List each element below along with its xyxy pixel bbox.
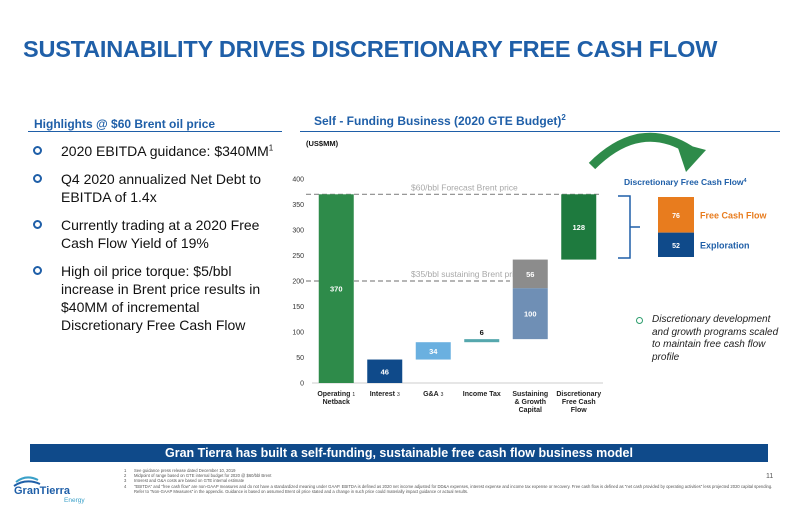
waterfall-bar <box>561 194 597 260</box>
breakdown-title-sup: 4 <box>744 178 748 184</box>
footnote-text: Midpoint of range based on GTE internal … <box>134 473 272 479</box>
category-label: G&A 3 <box>423 391 444 398</box>
breakdown-series-label: Exploration <box>700 240 750 250</box>
curved-arrow-icon <box>588 132 693 170</box>
highlight-item: High oil price torque: $5/bbl increase i… <box>33 262 278 334</box>
breakdown-title: Discretionary Free Cash Flow4 <box>624 177 748 187</box>
footnote-text: See guidance press release dated Decembe… <box>134 468 236 473</box>
reference-line-label: $60/bbl Forecast Brent price <box>411 182 518 192</box>
breakdown-segment <box>658 232 694 257</box>
waterfall-bar <box>464 339 500 343</box>
slide-title: SUSTAINABILITY DRIVES DISCRETIONARY FREE… <box>23 36 718 62</box>
highlight-item: Q4 2020 annualized Net Debt to EBITDA of… <box>33 170 278 206</box>
y-tick-label: 400 <box>292 177 304 184</box>
highlight-sup: 1 <box>268 143 274 153</box>
footnote-number: 3 <box>124 478 127 484</box>
waterfall-bar <box>318 194 354 383</box>
category-label: Discretionary <box>556 391 601 398</box>
highlight-text: Q4 2020 annualized Net Debt to EBITDA of… <box>61 171 262 205</box>
summary-banner: Gran Tierra has built a self-funding, su… <box>30 444 768 462</box>
discretionary-note: Discretionary development and growth pro… <box>636 314 786 364</box>
category-label: Income Tax <box>463 391 501 398</box>
category-label: Flow <box>571 407 587 414</box>
footnote: 2 Midpoint of range based on GTE internal… <box>124 473 774 478</box>
y-tick-label: 350 <box>292 202 304 209</box>
highlight-item: Currently trading at a 2020 Free Cash Fl… <box>33 216 278 252</box>
footnote-text: Interest and G&A costs are based on GTE … <box>134 478 245 484</box>
arrow-head-icon <box>676 142 706 172</box>
breakdown-series-label: Free Cash Flow <box>700 210 768 220</box>
y-tick-label: 0 <box>300 381 304 388</box>
breakdown-bracket <box>618 195 640 259</box>
y-tick-label: 300 <box>292 228 304 235</box>
bullet-circle-icon <box>33 146 42 155</box>
breakdown-segment <box>658 197 694 233</box>
category-label: Netback <box>323 399 350 406</box>
category-label: Free Cash <box>562 399 596 406</box>
bar-value-label: 56 <box>526 270 534 279</box>
bar-value-label: 34 <box>429 347 438 356</box>
reference-line-label: $35/bbl sustaining Brent price <box>411 269 523 279</box>
waterfall-chart: (US$MM) 0 50 100 150 200 250 300 350 400 $60/bbl F… <box>292 132 768 414</box>
footnote: 4 "EBITDA" and "free cash flow" are non-G… <box>124 484 774 494</box>
logo-name: GranTierra <box>14 485 71 497</box>
logo-sub: Energy <box>64 497 85 504</box>
chart-heading-text: Self - Funding Business (2020 GTE Budget… <box>314 114 562 128</box>
logo-mark-icon <box>13 476 41 487</box>
bar-value-label: 100 <box>524 310 537 319</box>
bar-value-label: 370 <box>330 285 343 294</box>
waterfall-bar <box>512 288 548 340</box>
category-label: & Growth <box>515 399 547 406</box>
highlight-text: High oil price torque: $5/bbl increase i… <box>61 263 261 333</box>
footnote: 3 Interest and G&A costs are based on GTE… <box>124 478 774 483</box>
category-label: Operating 1 <box>317 391 355 398</box>
y-tick-label: 200 <box>292 279 304 286</box>
footnote: 1 See guidance press release dated Decemb… <box>124 468 774 473</box>
category-label-sup: 1 <box>352 392 355 398</box>
bullet-circle-icon <box>33 174 42 183</box>
y-tick-label: 250 <box>292 253 304 260</box>
waterfall-bar <box>512 259 548 289</box>
chart-heading: Self - Funding Business (2020 GTE Budget… <box>314 113 566 129</box>
chart-heading-divider <box>300 131 780 132</box>
category-label: Sustaining <box>512 391 548 398</box>
highlights-heading: Highlights @ $60 Brent oil price <box>34 117 216 131</box>
bar-value-label: 128 <box>572 223 585 232</box>
category-label-sup: 3 <box>397 392 400 398</box>
unit-label: (US$MM) <box>306 139 339 148</box>
category-label: Interest 3 <box>370 391 400 398</box>
y-tick-label: 100 <box>292 330 304 337</box>
footnote-number: 1 <box>124 468 127 473</box>
page-number: 11 <box>766 473 774 480</box>
bullet-circle-icon <box>33 266 42 275</box>
footnote-text: "EBITDA" and "free cash flow" are non-GA… <box>134 483 773 494</box>
highlight-text: 2020 EBITDA guidance: $340MM <box>61 143 269 159</box>
highlights-list: 2020 EBITDA guidance: $340MM1 Q4 2020 an… <box>33 142 278 344</box>
bullet-circle-icon <box>33 220 42 229</box>
breakdown-value-label: 52 <box>672 243 680 250</box>
grantierra-logo: GranTierra Energy <box>13 476 85 504</box>
footnotes: 1 See guidance press release dated Decemb… <box>124 468 774 494</box>
waterfall-bar <box>415 342 451 360</box>
y-tick-label: 50 <box>296 355 304 362</box>
bar-value-label: 46 <box>381 367 389 376</box>
chart-heading-sup: 2 <box>561 113 566 122</box>
category-label-sup: 3 <box>441 392 444 398</box>
breakdown-value-label: 76 <box>672 213 680 220</box>
y-tick-label: 150 <box>292 304 304 311</box>
bar-value-label: 6 <box>480 328 484 337</box>
highlights-divider <box>28 131 282 132</box>
note-text: Discretionary development and growth pro… <box>652 314 779 363</box>
highlight-text: Currently trading at a 2020 Free Cash Fl… <box>61 217 260 251</box>
footnote-number: 2 <box>124 473 127 479</box>
category-label: Capital <box>519 407 542 414</box>
highlight-item: 2020 EBITDA guidance: $340MM1 <box>33 142 278 160</box>
waterfall-bar <box>367 359 403 383</box>
footnote-number: 4 <box>124 483 127 489</box>
note-circle-icon <box>636 317 643 324</box>
